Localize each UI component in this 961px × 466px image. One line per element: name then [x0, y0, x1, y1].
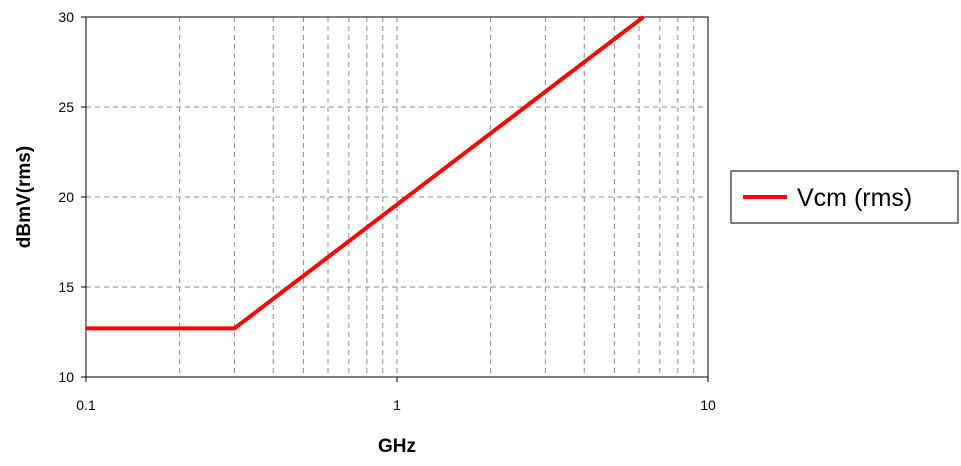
x-axis-ticks: 0.1 1 10	[76, 377, 716, 413]
x-tick-label: 1	[393, 397, 401, 413]
grid	[86, 17, 708, 377]
y-axis-ticks: 10 15 20 25 30	[58, 9, 86, 385]
x-axis-title: GHz	[378, 436, 416, 457]
y-tick-label: 25	[58, 99, 74, 115]
legend-label: Vcm (rms)	[797, 184, 912, 212]
y-tick-label: 10	[58, 369, 74, 385]
legend: Vcm (rms)	[730, 170, 959, 224]
x-tick-label: 0.1	[76, 397, 96, 413]
x-tick-label: 10	[700, 397, 716, 413]
series	[86, 15, 645, 331]
series-line-vcm-rms	[86, 15, 645, 331]
y-tick-label: 15	[58, 279, 74, 295]
y-tick-label: 20	[58, 189, 74, 205]
y-tick-label: 30	[58, 9, 74, 25]
y-axis-title: dBmV(rms)	[14, 146, 35, 248]
